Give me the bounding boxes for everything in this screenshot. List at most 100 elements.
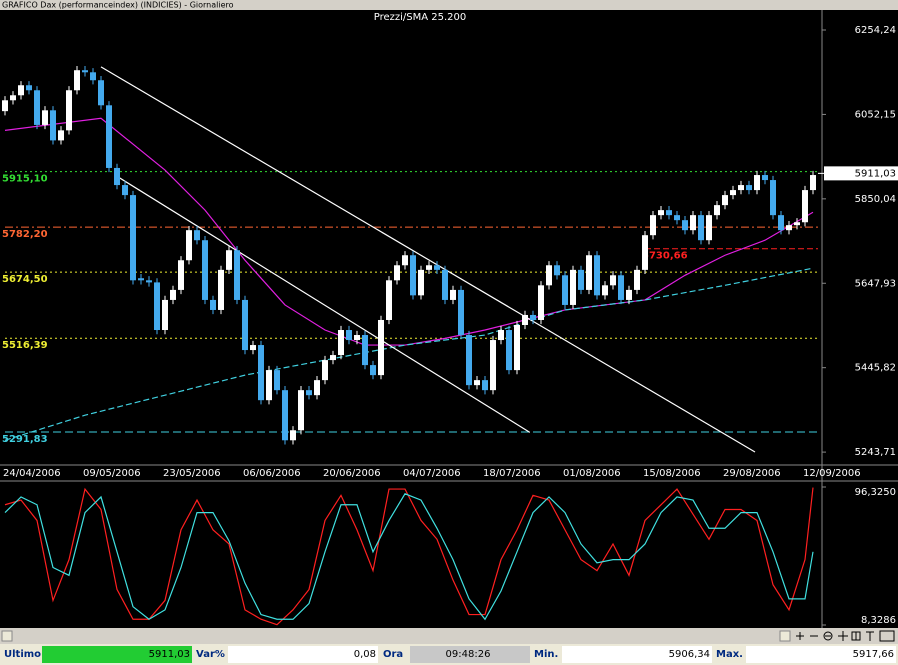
candle-body [770,180,776,216]
x-tick-label: 04/07/2006 [403,468,461,479]
status-value: 5917,66 [853,649,894,660]
candle-body [386,280,392,320]
status-field [746,646,896,663]
scroll-bar[interactable] [0,628,898,644]
y-tick-label: 5445,82 [855,363,896,374]
candle-body [650,215,656,236]
candle-body [74,70,80,91]
x-tick-label: 01/08/2006 [563,468,621,479]
candle-body [706,215,712,241]
candle-body [474,380,480,386]
candle-body [34,90,40,125]
candle-body [26,85,32,91]
candle-body [306,390,312,396]
candle-body [746,185,752,191]
level-label: 5915,10 [2,174,48,185]
candle-body [18,85,24,96]
candle-body [298,390,304,431]
candle-body [138,278,144,281]
candle-body [186,230,192,261]
x-tick-label: 24/04/2006 [3,468,61,479]
candle-body [586,255,592,290]
candle-body [690,215,696,231]
candle-body [98,80,104,106]
candle-body [450,289,456,300]
last-price-box [824,166,898,181]
level-label: 5730,66 [642,251,688,262]
candle-body [42,110,48,125]
candle-body [170,289,176,300]
candle-body [10,95,16,101]
scroll-button[interactable] [779,630,791,642]
status-label: Min. [534,649,558,660]
candle-body [242,299,248,351]
candle-body [522,314,528,325]
candle-body [90,72,96,81]
status-value: 0,08 [354,649,376,660]
candle-body [546,265,552,286]
candle-body [506,330,512,371]
candle-body [730,190,736,196]
candle-body [642,235,648,270]
candle-body [330,355,336,361]
candle-body [162,299,168,331]
candle-body [258,345,264,401]
candle-body [282,390,288,441]
candle-body [658,210,664,216]
candle-body [322,360,328,381]
candle-body [154,282,160,331]
candle-body [498,330,504,341]
candle-body [226,250,232,270]
candle-body [346,330,352,341]
level-label: 5782,20 [2,229,48,240]
candle-body [434,265,440,270]
status-field [410,646,530,663]
candle-body [682,220,688,231]
candle-body [634,269,640,290]
scroll-button[interactable] [1,630,13,642]
osc-tick-label: 8,3286 [861,615,896,626]
candle-body [122,185,128,196]
title-bar [0,0,898,10]
x-tick-label: 15/08/2006 [643,468,701,479]
candle-body [490,340,496,391]
candle-body [482,380,488,391]
candle-body [418,269,424,296]
candle-body [666,210,672,216]
x-tick-label: 12/09/2006 [803,468,861,479]
candle-body [466,335,472,386]
level-label: 5674,50 [2,274,48,285]
moving-average [4,117,814,346]
candle-body [314,380,320,396]
level-label: 5291,83 [2,434,48,445]
x-tick-label: 29/08/2006 [723,468,781,479]
status-label: Ultimo [4,649,41,660]
candle-body [530,314,536,320]
candle-body [194,230,200,241]
x-tick-label: 20/06/2006 [323,468,381,479]
candle-body [210,299,216,310]
candle-body [58,130,64,141]
status-field [42,646,192,663]
candle-body [754,175,760,191]
candle-body [778,215,784,231]
chart-bg [0,10,898,628]
candle-body [538,285,544,320]
toolbar-icons[interactable] [796,630,895,642]
trend-line [100,66,756,453]
candle-body [146,280,152,283]
candle-body [266,370,272,401]
candle-body [674,215,680,221]
candle-body [610,275,616,286]
candle-body [442,269,448,300]
trend-line [114,174,531,433]
x-tick-label: 09/05/2006 [83,468,141,479]
candle-body [402,255,408,266]
candle-body [50,110,56,141]
status-label: Ora [383,649,403,660]
status-field [228,646,378,663]
status-field [562,646,712,663]
candle-body [562,275,568,305]
candle-body [618,275,624,300]
